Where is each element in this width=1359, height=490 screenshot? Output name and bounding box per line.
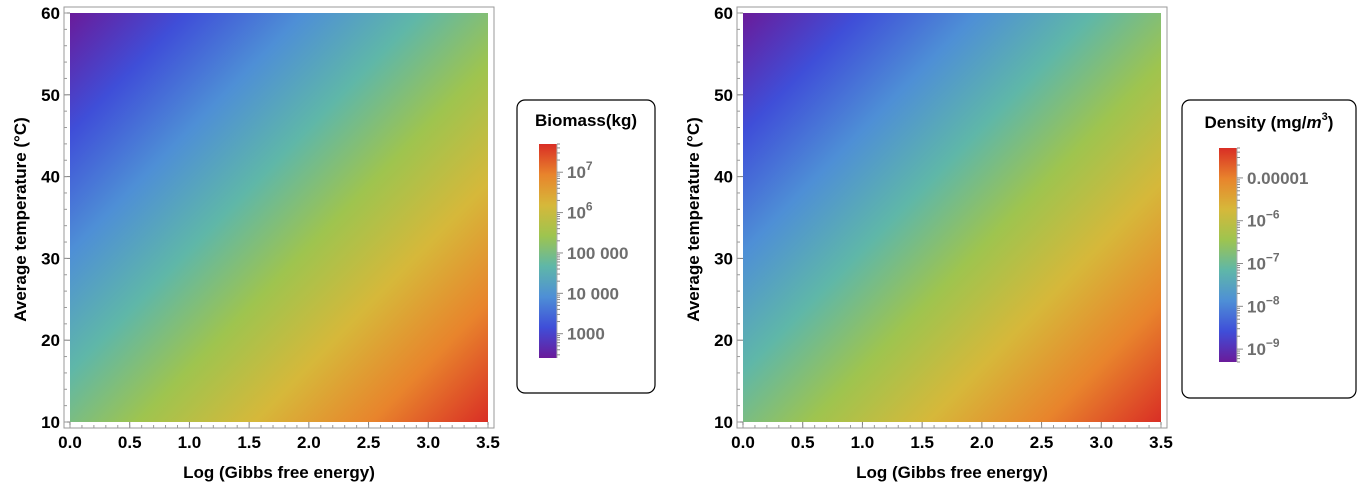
colorbar-tick-label: 0.00001 <box>1247 169 1308 188</box>
x-tick-label: 1.5 <box>237 433 261 452</box>
x-tick-label: 0.5 <box>118 433 142 452</box>
heatmap-surface <box>743 13 1161 422</box>
colorbar-tick-label: 1000 <box>567 325 605 344</box>
x-tick-label: 2.5 <box>357 433 381 452</box>
legend-box <box>1181 99 1357 399</box>
colorbar-tick-label: 10−8 <box>1247 293 1280 316</box>
x-tick-label: 3.0 <box>1089 433 1113 452</box>
legend-title: Density (mg/m3) <box>1205 111 1334 132</box>
x-tick-label: 2.0 <box>970 433 994 452</box>
x-tick-label: 2.5 <box>1030 433 1054 452</box>
x-tick-label: 0.0 <box>731 433 755 452</box>
colorbar-tick-label: 10−9 <box>1247 336 1280 359</box>
y-tick-label: 20 <box>714 331 733 350</box>
x-tick-label: 1.5 <box>910 433 934 452</box>
y-tick-label: 50 <box>714 86 733 105</box>
heatmap-surface <box>70 13 488 422</box>
colorbar-tick-label: 106 <box>567 200 593 223</box>
y-tick-label: 10 <box>714 413 733 432</box>
colorbar <box>539 144 557 358</box>
y-axis-label: Average temperature (°C) <box>684 117 703 322</box>
colorbar-tick-label: 10−7 <box>1247 251 1280 274</box>
chart-panel-2: 0.0 0.5 1.0 1.5 2.0 2.5 3.0 3.5 10 20 30 40 50 60 Log … <box>684 4 1357 482</box>
colorbar <box>1219 148 1237 362</box>
x-tick-label: 3.0 <box>416 433 440 452</box>
y-tick-label: 60 <box>714 4 733 23</box>
x-tick-label: 1.0 <box>178 433 202 452</box>
plot-frame <box>736 6 1168 429</box>
chart-panel-1: 0.0 0.5 1.0 1.5 2.0 2.5 3.0 3.5 10 20 30 40 50 60 Log … <box>11 4 656 482</box>
y-tick-label: 30 <box>714 249 733 268</box>
colorbar-legend: Biomass(kg) 107 106 100 000 10 000 1000 <box>516 99 656 394</box>
legend-title: Biomass(kg) <box>535 111 637 130</box>
x-tick-label: 0.5 <box>791 433 815 452</box>
x-axis-label: Log (Gibbs free energy) <box>856 463 1048 482</box>
x-tick-label: 0.0 <box>58 433 82 452</box>
y-tick-label: 50 <box>41 86 60 105</box>
y-tick-label: 30 <box>41 249 60 268</box>
x-tick-label: 1.0 <box>851 433 875 452</box>
x-axis-label: Log (Gibbs free energy) <box>183 463 375 482</box>
y-tick-label: 60 <box>41 4 60 23</box>
y-tick-label: 10 <box>41 413 60 432</box>
plot-frame <box>63 6 495 429</box>
y-tick-label: 40 <box>41 168 60 187</box>
x-tick-label: 3.5 <box>1149 433 1173 452</box>
colorbar-legend: Density (mg/m3) 0.00001 10−6 10−7 10−8 10−9 <box>1181 99 1357 399</box>
y-tick-label: 20 <box>41 331 60 350</box>
colorbar-tick-label: 100 000 <box>567 244 628 263</box>
x-tick-label: 2.0 <box>297 433 321 452</box>
colorbar-tick-label: 107 <box>567 159 593 182</box>
colorbar-tick-label: 10 000 <box>567 284 619 303</box>
y-tick-label: 40 <box>714 168 733 187</box>
y-axis-label: Average temperature (°C) <box>11 117 30 322</box>
x-tick-label: 3.5 <box>476 433 500 452</box>
colorbar-tick-label: 10−6 <box>1247 208 1280 231</box>
